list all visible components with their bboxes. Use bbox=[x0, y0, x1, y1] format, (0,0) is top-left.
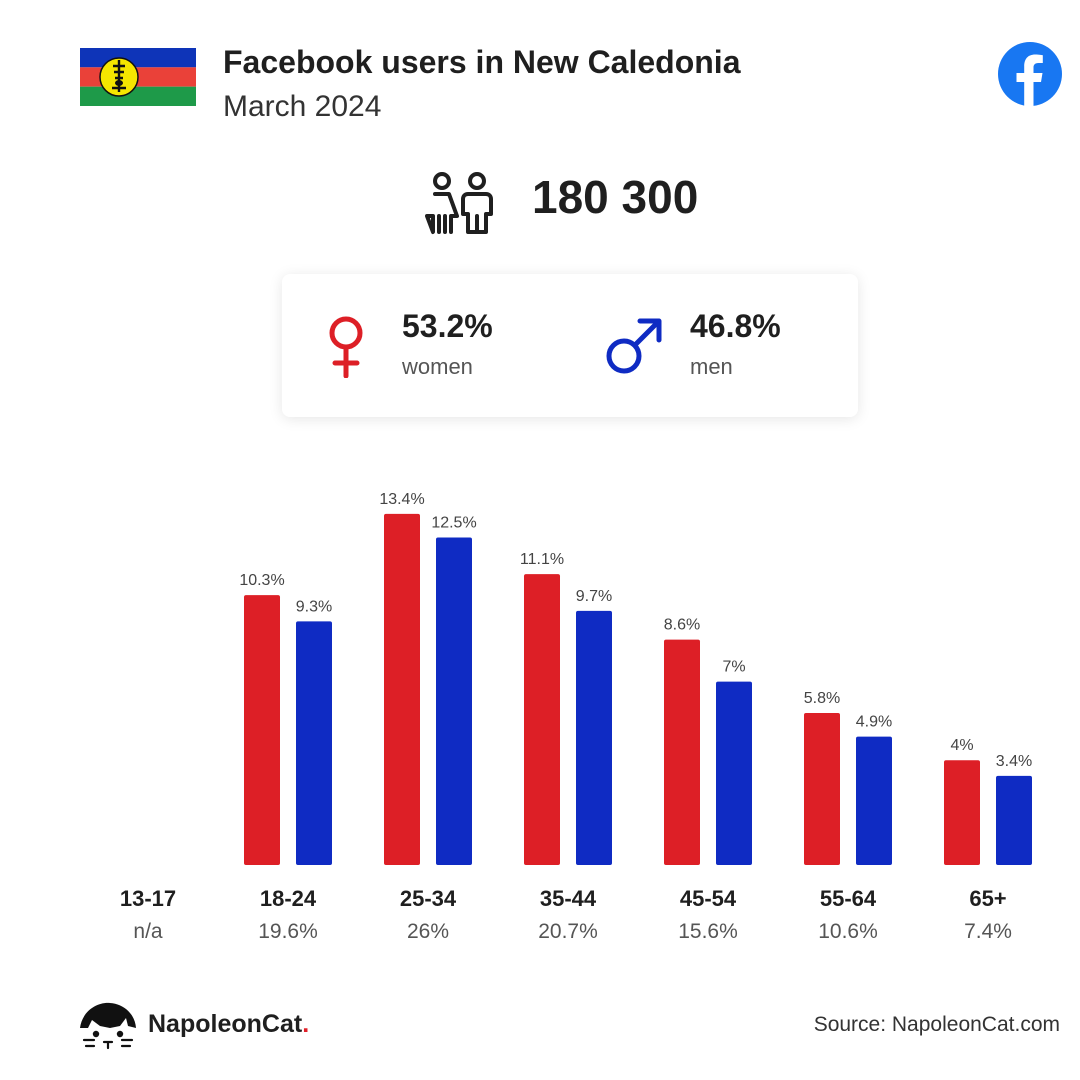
category-total-35-44: 20.7% bbox=[538, 920, 598, 943]
category-total-55-64: 10.6% bbox=[818, 920, 878, 943]
category-label-55-64: 55-64 bbox=[820, 886, 877, 911]
women-percentage: 53.2% bbox=[402, 308, 493, 344]
bar-women-55-64 bbox=[804, 713, 840, 865]
bar-men-45-54 bbox=[716, 681, 752, 865]
age-gender-bar-chart: 13-17 n/a 10.3% 9.3% 18-24 19.6% 13.4% 12.5% 25-… bbox=[120, 491, 1032, 943]
data-label-men-65+: 3.4% bbox=[996, 753, 1032, 770]
category-total-45-54: 15.6% bbox=[678, 920, 738, 943]
category-total-13-17: n/a bbox=[133, 920, 163, 943]
women-label: women bbox=[402, 354, 473, 379]
bar-women-45-54 bbox=[664, 639, 700, 865]
data-label-men-35-44: 9.7% bbox=[576, 588, 612, 605]
bar-women-25-34 bbox=[384, 513, 420, 865]
data-label-men-45-54: 7% bbox=[722, 659, 745, 676]
page-subtitle: March 2024 bbox=[223, 90, 382, 123]
new-caledonia-flag-icon bbox=[80, 48, 196, 106]
men-label: men bbox=[690, 354, 733, 379]
total-users: 180 300 bbox=[532, 171, 699, 223]
users-icon bbox=[425, 172, 493, 234]
napoleoncat-logo-icon bbox=[80, 1002, 136, 1050]
bar-women-65+ bbox=[944, 760, 980, 865]
gender-split-card bbox=[282, 274, 858, 417]
bar-men-25-34 bbox=[436, 537, 472, 865]
category-label-18-24: 18-24 bbox=[260, 886, 317, 911]
bar-women-35-44 bbox=[524, 574, 560, 865]
data-label-men-55-64: 4.9% bbox=[856, 714, 892, 731]
category-total-25-34: 26% bbox=[407, 920, 449, 943]
data-label-women-55-64: 5.8% bbox=[804, 690, 840, 707]
category-label-13-17: 13-17 bbox=[120, 886, 176, 911]
data-label-men-18-24: 9.3% bbox=[296, 598, 332, 615]
data-label-men-25-34: 12.5% bbox=[431, 515, 476, 532]
bar-men-18-24 bbox=[296, 621, 332, 865]
data-label-women-45-54: 8.6% bbox=[664, 617, 700, 634]
bar-men-55-64 bbox=[856, 736, 892, 865]
female-symbol-icon bbox=[329, 316, 363, 378]
bar-women-18-24 bbox=[244, 595, 280, 865]
category-label-45-54: 45-54 bbox=[680, 886, 737, 911]
page-title: Facebook users in New Caledonia bbox=[223, 44, 741, 80]
data-label-women-65+: 4% bbox=[950, 737, 973, 754]
category-label-25-34: 25-34 bbox=[400, 886, 457, 911]
category-total-18-24: 19.6% bbox=[258, 920, 318, 943]
bar-men-35-44 bbox=[576, 610, 612, 865]
category-label-65+: 65+ bbox=[969, 886, 1006, 911]
male-symbol-icon bbox=[606, 318, 662, 374]
category-label-35-44: 35-44 bbox=[540, 886, 597, 911]
men-percentage: 46.8% bbox=[690, 308, 781, 344]
category-total-65+: 7.4% bbox=[964, 920, 1012, 943]
data-label-women-25-34: 13.4% bbox=[379, 491, 424, 508]
source-note: Source: NapoleonCat.com bbox=[813, 1013, 1060, 1036]
bar-men-65+ bbox=[996, 775, 1032, 865]
brand-name: NapoleonCat. bbox=[148, 1010, 310, 1038]
data-label-women-35-44: 11.1% bbox=[520, 551, 564, 568]
data-label-women-18-24: 10.3% bbox=[239, 572, 284, 589]
facebook-logo-icon bbox=[998, 42, 1062, 106]
